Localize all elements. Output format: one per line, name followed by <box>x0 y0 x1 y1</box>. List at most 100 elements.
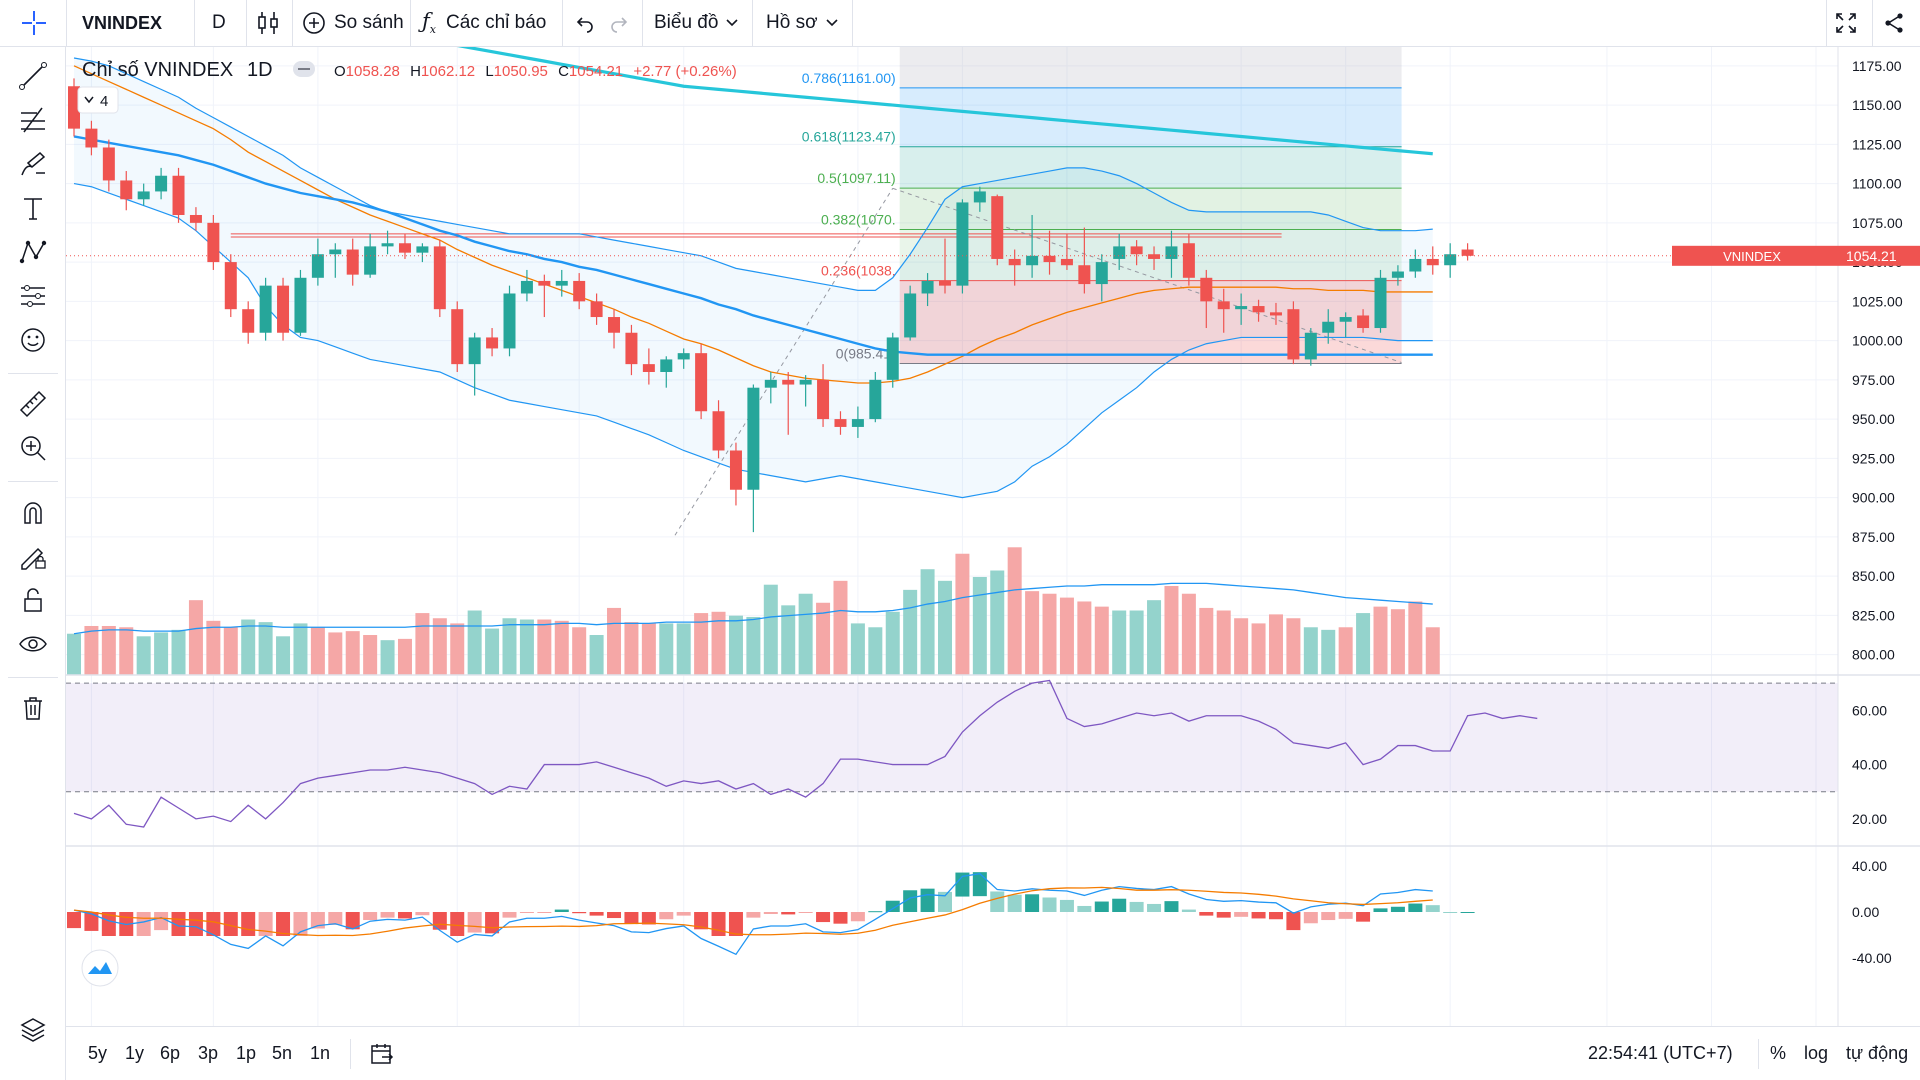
volume-bar <box>1164 585 1179 675</box>
volume-bar <box>1112 610 1127 675</box>
volume-bar <box>746 616 761 675</box>
candles-style-icon[interactable] <box>256 0 280 46</box>
volume-bar <box>467 610 482 675</box>
macd-histogram-bar <box>781 912 796 915</box>
eye-icon[interactable] <box>18 629 48 659</box>
macd-histogram-bar <box>1199 912 1214 916</box>
clock-readout[interactable]: 22:54:41 (UTC+7) <box>1588 1043 1733 1063</box>
brush-icon[interactable] <box>18 149 48 179</box>
price-axis-label: 900.00 <box>1852 490 1895 506</box>
fib-tool-icon[interactable] <box>18 105 48 135</box>
volume-bar <box>310 627 325 675</box>
volume-bar <box>572 627 587 675</box>
zoom-in-icon[interactable] <box>18 433 48 463</box>
legend-eye-toggle[interactable] <box>293 61 315 77</box>
undo-icon[interactable] <box>574 0 596 46</box>
macd-histogram-bar <box>938 891 952 912</box>
volume-bar <box>1199 607 1214 675</box>
percent-scale-toggle[interactable]: % <box>1770 1043 1787 1063</box>
macd-histogram-bar <box>728 912 743 936</box>
macd-histogram-bar <box>659 912 674 920</box>
macd-histogram-bar <box>485 912 500 934</box>
lock-drawing-icon[interactable] <box>18 541 48 571</box>
macd-histogram-bar <box>798 912 813 913</box>
fib-level-label: 0.786(1161.00) <box>802 70 896 86</box>
chart-menu-button[interactable]: Biểu đồ <box>654 0 739 46</box>
range-5y[interactable]: 5y <box>88 1043 108 1063</box>
candle <box>851 406 864 438</box>
prediction-tool-icon[interactable] <box>18 281 48 311</box>
macd-histogram-bar <box>258 912 273 936</box>
candle <box>1287 301 1300 365</box>
macd-histogram-bar <box>154 912 169 931</box>
chart-area[interactable]: 0.786(1161.00) 0.618(1123.47) 0.5(1097.11)… <box>66 47 1920 1026</box>
redo-icon[interactable] <box>608 0 630 46</box>
volume-bar <box>1390 609 1405 675</box>
candle <box>451 301 464 372</box>
trend-line-icon[interactable] <box>18 61 48 91</box>
trash-icon[interactable] <box>18 693 48 723</box>
macd-histogram-bar <box>1338 912 1353 919</box>
layers-icon[interactable] <box>18 1015 48 1045</box>
auto-scale-toggle[interactable]: tự động <box>1846 1043 1909 1063</box>
indicators-button[interactable]: ƒx Các chỉ báo <box>422 0 546 46</box>
range-1n[interactable]: 1n <box>310 1043 331 1063</box>
legend-collapse-button[interactable]: 4 <box>77 86 119 114</box>
volume-bar <box>206 620 221 675</box>
tradingview-logo[interactable] <box>81 949 119 987</box>
volume-bar <box>850 623 865 675</box>
range-3p[interactable]: 3p <box>198 1043 219 1063</box>
macd-axis-label: 40.00 <box>1852 858 1887 874</box>
text-tool-icon[interactable] <box>18 193 48 223</box>
macd-histogram-bar <box>816 912 831 923</box>
volume-bar <box>781 605 796 675</box>
macd-histogram-bar <box>1390 906 1405 912</box>
volume-bar <box>920 569 935 675</box>
candle <box>695 343 708 420</box>
unlock-icon[interactable] <box>18 585 48 615</box>
ruler-icon[interactable] <box>18 389 48 419</box>
macd-histogram-bar <box>1234 912 1249 917</box>
emoji-icon[interactable] <box>18 325 48 355</box>
price-axis-label: 1025.00 <box>1852 293 1903 309</box>
goto-date-icon[interactable] <box>370 1027 394 1080</box>
candle <box>904 285 917 341</box>
macd-histogram-bar <box>1443 912 1458 913</box>
macd-histogram-bar <box>763 912 778 915</box>
pattern-tool-icon[interactable] <box>18 237 48 267</box>
macd-histogram-bar <box>1094 901 1109 912</box>
candle <box>869 371 882 423</box>
magnet-icon[interactable] <box>18 497 48 527</box>
bollinger-band-fill <box>74 57 1433 498</box>
candle <box>486 328 499 357</box>
interval-button[interactable]: D <box>212 12 226 33</box>
candle <box>1026 214 1039 278</box>
price-axis-label: 800.00 <box>1852 647 1895 663</box>
share-icon[interactable] <box>1882 0 1906 46</box>
chevron-down-icon <box>726 19 739 27</box>
range-5n[interactable]: 5n <box>272 1043 293 1063</box>
range-1p[interactable]: 1p <box>236 1043 257 1063</box>
candle <box>1374 269 1387 333</box>
macd-histogram-bar <box>1460 912 1475 913</box>
crosshair-icon[interactable] <box>14 0 54 46</box>
range-1y[interactable]: 1y <box>125 1043 145 1063</box>
macd-histogram-bar <box>502 912 517 918</box>
range-6p[interactable]: 6p <box>160 1043 181 1063</box>
macd-histogram-bar <box>1303 912 1318 924</box>
volume-ma-line <box>73 582 1433 635</box>
macd-histogram-bar <box>345 912 360 930</box>
macd-histogram-bar <box>450 912 465 936</box>
compare-button[interactable]: So sánh <box>302 0 404 46</box>
profile-menu-button[interactable]: Hồ sơ <box>766 0 838 46</box>
log-scale-toggle[interactable]: log <box>1804 1043 1829 1063</box>
volume-bar <box>67 633 81 675</box>
candle <box>294 269 307 336</box>
symbol-search-button[interactable]: VNINDEX <box>82 12 163 33</box>
fib-zone-1 <box>899 87 1402 147</box>
volume-bar <box>1025 591 1040 675</box>
volume-bar <box>955 553 970 675</box>
macd-histogram-bar <box>223 912 238 936</box>
candle <box>1060 233 1073 270</box>
fullscreen-icon[interactable] <box>1834 0 1858 46</box>
